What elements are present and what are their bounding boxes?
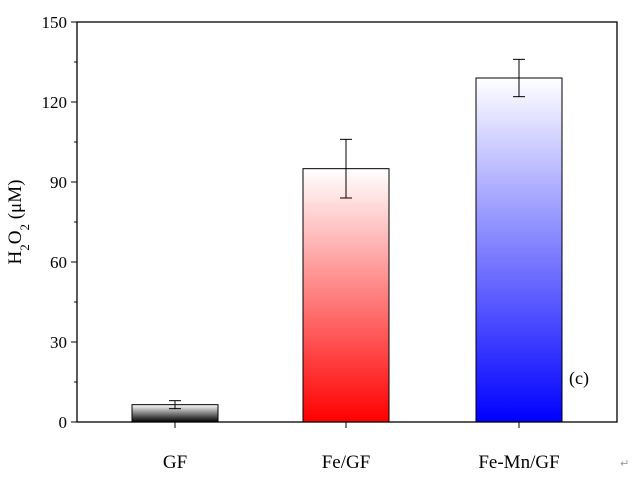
y-tick-label: 120 [42,93,68,112]
y-tick-label: 150 [42,13,68,32]
error-bar-fe-gf [340,138,352,199]
x-tick-label: Fe-Mn/GF [478,452,559,473]
y-tick-label: 0 [59,413,68,432]
y-tick-label: 90 [50,173,67,192]
error-bar-fe-mn-gf [513,58,525,98]
y-axis-label: H2O2 (μM) [5,180,32,265]
x-tick-label: GF [163,452,187,473]
panel-label: (c) [569,368,589,389]
bar-fe-mn-gf [475,77,563,423]
error-bar-gf [169,400,181,410]
error-bars-layer [169,58,525,410]
bar-fe-gf [302,168,390,423]
paragraph-return-mark: ↵ [620,457,629,470]
x-axis: GF Fe/GF Fe-Mn/GF [163,422,560,473]
x-tick-label: Fe/GF [322,452,371,473]
y-axis: 0 30 60 90 120 150 [42,13,77,432]
bars-layer [131,77,563,423]
y-tick-label: 60 [50,253,67,272]
y-tick-label: 30 [50,333,67,352]
